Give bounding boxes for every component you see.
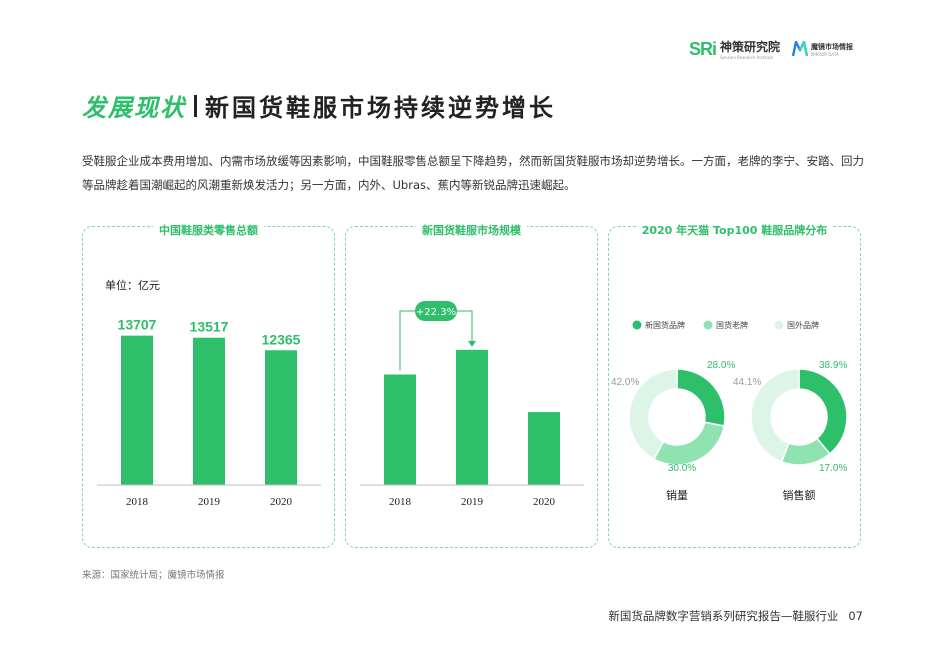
sri-logo-name: 神策研究院 bbox=[719, 40, 780, 54]
legend-label: 国外品牌 bbox=[787, 320, 819, 330]
donut-slice bbox=[750, 368, 800, 463]
slice-percent-label: 30.0% bbox=[668, 463, 696, 474]
bar-value-label: 13707 bbox=[118, 317, 157, 333]
market-size-title: 新国货鞋服市场规模 bbox=[416, 224, 527, 237]
tmall-distribution-chart: 新国货品牌 国货老牌 国外品牌 28.0% 30.0% 42.0% 销量 38.9% 17.0%… bbox=[611, 320, 848, 502]
retail-total-chart: 13707 2018 13517 2019 12365 2020 bbox=[97, 317, 321, 508]
bar-value-label: 12365 bbox=[262, 331, 301, 347]
donut-caption: 销售额 bbox=[783, 488, 816, 502]
donut-caption: 销量 bbox=[666, 488, 688, 502]
bar bbox=[121, 335, 153, 485]
intro-paragraph: 受鞋服企业成本费用增加、内需市场放缓等因素影响，中国鞋服零售总额呈下降趋势，然而… bbox=[82, 154, 864, 192]
bar bbox=[193, 337, 225, 485]
donut-slice bbox=[798, 368, 848, 455]
heading-section: 发展现状 bbox=[82, 94, 186, 122]
growth-badge bbox=[415, 301, 457, 321]
x-tick-label: 2019 bbox=[461, 496, 484, 508]
legend-label: 新国货品牌 bbox=[645, 320, 685, 330]
mirror-logo-name: 魔镜市场情报 bbox=[811, 42, 853, 51]
growth-badge-label: +22.3% bbox=[416, 307, 456, 318]
tmall-distribution-title: 2020 年天猫 Top100 鞋服品牌分布 bbox=[635, 224, 834, 237]
x-tick-label: 2019 bbox=[198, 496, 221, 508]
x-tick-label: 2018 bbox=[389, 496, 412, 508]
header-logos: SRi 神策研究院 Sensors Research Institute 魔镜市… bbox=[688, 38, 853, 61]
slice-percent-label: 38.9% bbox=[819, 360, 847, 371]
slice-percent-label: 42.0% bbox=[611, 377, 639, 388]
page-heading: 发展现状 新国货鞋服市场持续逆势增长 bbox=[82, 88, 556, 123]
page-number: 07 bbox=[848, 609, 863, 623]
heading-divider bbox=[194, 94, 197, 117]
unit-label: 单位：亿元 bbox=[105, 279, 160, 292]
market-size-chart: 2018 2019 2020 +22.3% bbox=[360, 301, 584, 508]
legend-swatch bbox=[703, 320, 713, 330]
sri-logo: SRi 神策研究院 Sensors Research Institute bbox=[688, 38, 780, 61]
tmall-distribution-panel: 2020 年天猫 Top100 鞋服品牌分布 新国货品牌 国货老牌 国外品牌 28.0… bbox=[608, 224, 861, 548]
donut-slice bbox=[628, 368, 678, 461]
slice-percent-label: 28.0% bbox=[707, 360, 735, 371]
donut-slice bbox=[652, 421, 726, 466]
mirror-logo: 魔镜市场情报 MIRROR DATA bbox=[792, 41, 853, 57]
mirror-logo-icon bbox=[792, 41, 808, 57]
sri-logo-mark: SRi bbox=[688, 38, 717, 59]
heading-title: 新国货鞋服市场持续逆势增长 bbox=[205, 94, 556, 122]
source-note: 来源：国家统计局；魔镜市场情报 bbox=[82, 570, 225, 581]
slice-percent-label: 17.0% bbox=[819, 463, 847, 474]
bar-value-label: 13517 bbox=[190, 319, 229, 335]
retail-total-title: 中国鞋服类零售总额 bbox=[153, 224, 264, 237]
market-size-panel: 新国货鞋服市场规模 2018 2019 2020 +22.3% bbox=[345, 224, 598, 548]
mirror-logo-sub: MIRROR DATA bbox=[811, 51, 839, 57]
bar bbox=[265, 350, 297, 485]
page-footer: 新国货品牌数字营销系列研究报告—鞋服行业 07 bbox=[608, 608, 863, 624]
legend-swatch bbox=[774, 320, 784, 330]
x-tick-label: 2020 bbox=[270, 496, 293, 508]
footer-report-title: 新国货品牌数字营销系列研究报告—鞋服行业 bbox=[608, 609, 839, 623]
x-tick-label: 2018 bbox=[126, 496, 149, 508]
legend-label: 国货老牌 bbox=[716, 320, 748, 330]
legend-swatch bbox=[632, 320, 642, 330]
donut-slice bbox=[676, 368, 726, 427]
x-tick-label: 2020 bbox=[533, 496, 556, 508]
growth-arrow-icon bbox=[468, 340, 476, 347]
slice-percent-label: 44.1% bbox=[733, 377, 761, 388]
bar bbox=[528, 412, 560, 485]
sri-logo-sub: Sensors Research Institute bbox=[719, 55, 774, 60]
retail-total-panel: 中国鞋服类零售总额 单位：亿元 13707 2018 13517 2019 12365 2… bbox=[82, 224, 335, 548]
bar bbox=[456, 349, 488, 485]
bar bbox=[384, 374, 416, 485]
